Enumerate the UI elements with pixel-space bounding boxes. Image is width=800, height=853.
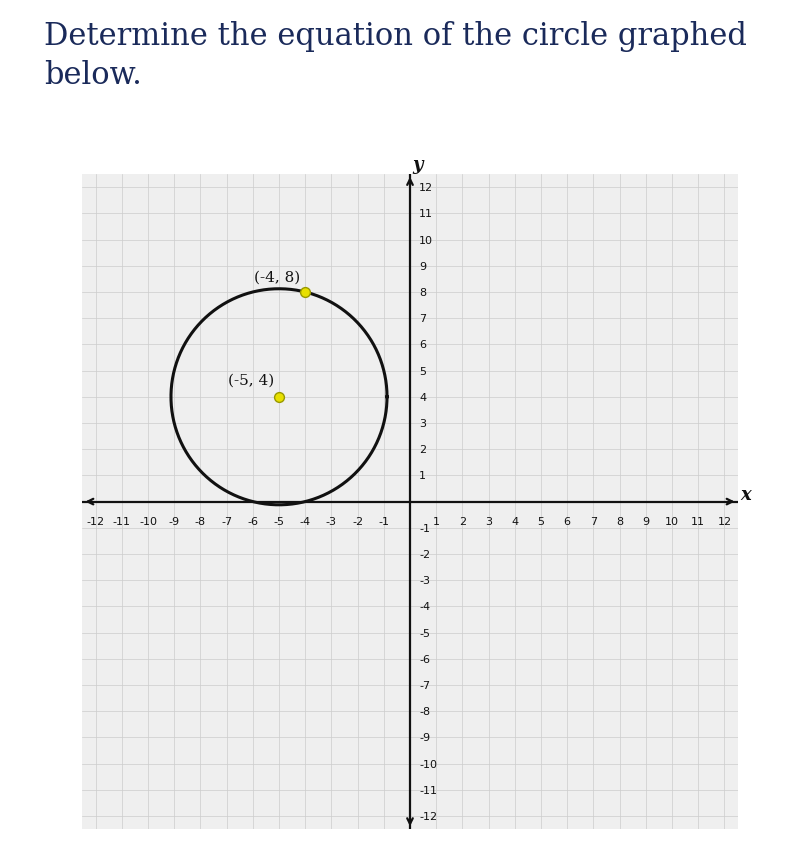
Text: 12: 12 — [718, 516, 731, 526]
Text: -6: -6 — [419, 654, 430, 664]
Text: 2: 2 — [419, 444, 426, 455]
Text: -9: -9 — [169, 516, 180, 526]
Point — [273, 391, 286, 404]
Text: -7: -7 — [221, 516, 232, 526]
Point — [298, 286, 311, 299]
Text: below.: below. — [44, 60, 142, 90]
Text: 11: 11 — [691, 516, 706, 526]
Text: -12: -12 — [419, 811, 438, 821]
Text: -8: -8 — [419, 706, 430, 717]
Text: -2: -2 — [419, 549, 430, 560]
Text: 8: 8 — [616, 516, 623, 526]
Text: -5: -5 — [419, 628, 430, 638]
Text: 7: 7 — [590, 516, 597, 526]
Text: 11: 11 — [419, 209, 433, 219]
Text: 4: 4 — [419, 392, 426, 403]
Text: (-5, 4): (-5, 4) — [227, 373, 274, 387]
Text: -8: -8 — [195, 516, 206, 526]
Text: 3: 3 — [485, 516, 492, 526]
Text: -3: -3 — [419, 576, 430, 585]
Text: 12: 12 — [419, 183, 434, 193]
Text: 1: 1 — [419, 471, 426, 481]
Text: -11: -11 — [419, 785, 437, 795]
Text: -12: -12 — [86, 516, 105, 526]
Text: -11: -11 — [113, 516, 130, 526]
Text: 9: 9 — [419, 262, 426, 271]
Text: 3: 3 — [419, 419, 426, 428]
Text: (-4, 8): (-4, 8) — [254, 270, 300, 285]
Text: -1: -1 — [419, 523, 430, 533]
Text: -7: -7 — [419, 680, 430, 690]
Text: 10: 10 — [419, 235, 433, 246]
Text: 7: 7 — [419, 314, 426, 324]
Text: 5: 5 — [538, 516, 545, 526]
Text: 6: 6 — [564, 516, 570, 526]
Text: -2: -2 — [352, 516, 363, 526]
Text: 9: 9 — [642, 516, 650, 526]
Text: Determine the equation of the circle graphed: Determine the equation of the circle gra… — [44, 21, 747, 52]
Text: -3: -3 — [326, 516, 337, 526]
Text: 1: 1 — [433, 516, 440, 526]
Text: -10: -10 — [419, 758, 437, 769]
Text: y: y — [413, 155, 423, 173]
Text: 6: 6 — [419, 340, 426, 350]
Text: -4: -4 — [300, 516, 310, 526]
Text: 5: 5 — [419, 366, 426, 376]
Text: -5: -5 — [274, 516, 285, 526]
Text: -9: -9 — [419, 733, 430, 742]
Text: 8: 8 — [419, 287, 426, 298]
Text: 4: 4 — [511, 516, 518, 526]
Text: -10: -10 — [139, 516, 157, 526]
Text: 10: 10 — [665, 516, 679, 526]
Text: -6: -6 — [247, 516, 258, 526]
Text: -4: -4 — [419, 601, 430, 612]
Text: x: x — [740, 485, 751, 503]
Text: 2: 2 — [459, 516, 466, 526]
Text: -1: -1 — [378, 516, 390, 526]
